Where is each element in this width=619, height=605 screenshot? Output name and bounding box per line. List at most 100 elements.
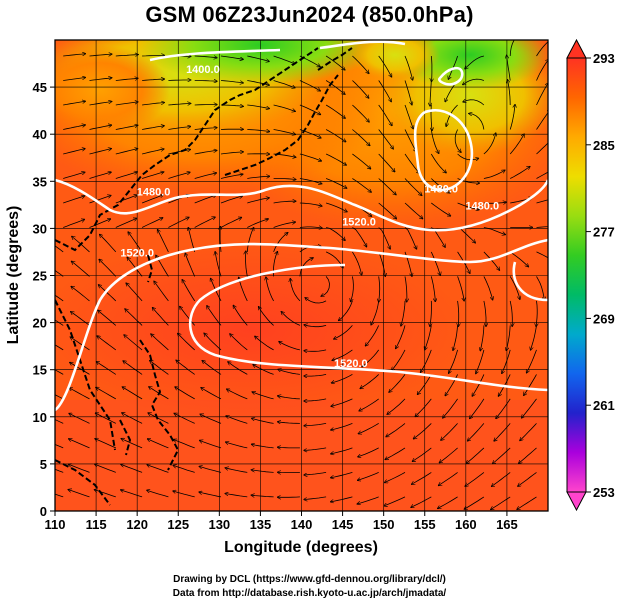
streamline bbox=[325, 55, 345, 70]
streamline bbox=[259, 307, 274, 326]
streamline bbox=[458, 300, 459, 326]
streamline bbox=[352, 153, 370, 169]
streamline bbox=[441, 423, 458, 440]
streamline bbox=[246, 228, 253, 252]
streamline bbox=[509, 134, 524, 155]
streamline bbox=[55, 444, 64, 449]
streamline bbox=[141, 172, 163, 179]
streamline bbox=[304, 350, 327, 351]
streamline bbox=[371, 300, 380, 325]
streamline bbox=[246, 251, 248, 277]
streamline bbox=[199, 466, 222, 473]
streamline bbox=[352, 178, 371, 193]
streamline bbox=[141, 195, 163, 204]
streamline bbox=[247, 55, 269, 61]
contour-label: 1480.0 bbox=[137, 186, 171, 198]
y-tick-label: 15 bbox=[33, 363, 47, 378]
streamline bbox=[299, 258, 313, 277]
colorbar-tick-label: 261 bbox=[593, 398, 615, 413]
colorbar-tick-label: 285 bbox=[593, 138, 615, 153]
streamline bbox=[168, 80, 190, 81]
streamline bbox=[128, 232, 143, 253]
streamline bbox=[352, 104, 369, 122]
streamline bbox=[431, 202, 450, 216]
streamline bbox=[404, 202, 423, 219]
streamline bbox=[438, 496, 458, 509]
streamline bbox=[304, 423, 327, 425]
streamline bbox=[178, 334, 195, 351]
streamline bbox=[304, 496, 327, 500]
streamline bbox=[279, 342, 300, 351]
y-axis-label: Latitude (degrees) bbox=[5, 206, 22, 345]
streamline bbox=[253, 365, 274, 375]
streamline bbox=[304, 398, 327, 401]
streamline bbox=[299, 104, 321, 115]
contour-label: 1520.0 bbox=[334, 358, 368, 370]
x-tick-label: 165 bbox=[496, 517, 518, 532]
streamline bbox=[115, 102, 138, 106]
streamline bbox=[524, 374, 537, 395]
streamline bbox=[378, 202, 397, 219]
streamline bbox=[379, 276, 380, 301]
streamline bbox=[174, 413, 195, 424]
streamline bbox=[536, 83, 548, 106]
x-tick-label: 135 bbox=[250, 517, 272, 532]
streamline bbox=[536, 199, 548, 204]
colorbar-max-triangle bbox=[566, 38, 587, 59]
x-tick-label: 125 bbox=[167, 517, 189, 532]
streamline bbox=[122, 413, 143, 424]
streamline bbox=[225, 468, 248, 473]
streamline bbox=[153, 308, 169, 326]
streamline bbox=[69, 464, 90, 473]
streamline bbox=[115, 218, 137, 228]
streamline bbox=[168, 217, 188, 228]
streamline bbox=[273, 233, 288, 253]
streamline bbox=[55, 269, 64, 277]
colorbar-tick-label: 293 bbox=[593, 51, 615, 66]
streamline bbox=[70, 337, 90, 351]
streamline bbox=[536, 276, 545, 300]
streamline bbox=[502, 349, 511, 374]
streamline bbox=[352, 227, 366, 247]
streamline bbox=[154, 281, 169, 302]
streamline bbox=[509, 105, 515, 130]
streamline bbox=[465, 472, 485, 486]
streamline bbox=[233, 306, 248, 326]
streamline bbox=[325, 153, 346, 165]
streamline bbox=[194, 150, 217, 155]
streamline bbox=[331, 496, 353, 502]
streamline bbox=[98, 310, 117, 326]
streamline bbox=[188, 228, 196, 253]
streamline bbox=[273, 222, 296, 228]
streamline bbox=[468, 423, 485, 440]
streamline bbox=[202, 361, 222, 375]
streamline bbox=[378, 80, 392, 102]
streamline bbox=[121, 464, 143, 473]
streamline bbox=[194, 173, 217, 179]
streamline bbox=[121, 439, 143, 449]
streamline bbox=[404, 80, 412, 105]
streamline bbox=[378, 129, 394, 149]
streamline bbox=[55, 493, 64, 498]
streamline bbox=[507, 55, 511, 81]
streamline bbox=[411, 496, 432, 507]
streamline bbox=[151, 334, 169, 351]
streamline bbox=[463, 78, 485, 85]
streamline bbox=[185, 253, 196, 277]
streamline bbox=[352, 251, 361, 275]
map-title: GSM 06Z23Jun2024 (850.0hPa) bbox=[145, 2, 474, 27]
streamline bbox=[430, 153, 446, 173]
streamline bbox=[392, 349, 406, 370]
colorbar-tick-label: 269 bbox=[593, 311, 615, 326]
streamline bbox=[273, 201, 296, 204]
streamline bbox=[404, 153, 419, 173]
streamline bbox=[168, 172, 190, 179]
streamline bbox=[204, 333, 222, 351]
streamline bbox=[332, 374, 353, 383]
streamline bbox=[325, 80, 345, 95]
streamline bbox=[457, 276, 465, 300]
streamline bbox=[531, 325, 537, 350]
streamline bbox=[299, 227, 322, 228]
streamline bbox=[148, 439, 169, 449]
streamline bbox=[247, 219, 268, 228]
